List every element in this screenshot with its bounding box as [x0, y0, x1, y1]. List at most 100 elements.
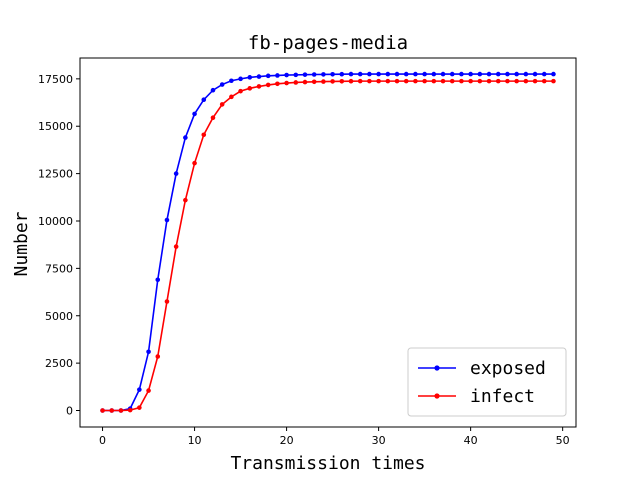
data-point-exposed [265, 73, 271, 79]
data-point-exposed [449, 71, 455, 77]
y-tick-label: 5000 [45, 310, 73, 323]
data-point-exposed [137, 387, 142, 392]
data-point-infect [127, 407, 133, 413]
data-point-exposed [468, 71, 473, 77]
x-axis-label: Transmission times [230, 453, 425, 474]
data-point-infect [413, 78, 418, 84]
data-point-exposed [219, 82, 225, 87]
data-point-infect [348, 78, 354, 84]
data-point-infect [514, 78, 519, 84]
data-point-exposed [293, 72, 299, 78]
legend-label-exposed: exposed [470, 358, 546, 379]
data-point-infect [229, 94, 234, 100]
x-tick-label: 0 [99, 434, 106, 447]
data-point-exposed [330, 72, 335, 77]
chart-title: fb-pages-media [248, 32, 408, 54]
legend-marker-infect [434, 393, 440, 399]
data-point-infect [256, 84, 262, 89]
x-tick-label: 40 [464, 434, 478, 447]
data-point-exposed [311, 72, 317, 77]
data-point-infect [459, 78, 464, 84]
data-point-infect [210, 115, 216, 120]
y-tick-label: 15000 [38, 120, 73, 133]
data-point-infect [265, 82, 271, 88]
data-point-infect [495, 78, 501, 84]
data-point-infect [311, 79, 317, 85]
data-point-infect [284, 80, 289, 86]
data-point-infect [173, 244, 179, 249]
data-point-infect [321, 79, 326, 84]
data-point-exposed [403, 71, 409, 77]
data-point-infect [422, 78, 427, 84]
data-point-exposed [201, 97, 207, 102]
data-point-exposed [367, 71, 372, 77]
data-point-exposed [376, 71, 381, 77]
data-point-exposed [256, 74, 262, 79]
data-point-exposed [183, 135, 188, 140]
x-tick-label: 50 [556, 434, 570, 447]
data-point-exposed [275, 73, 280, 78]
legend-label-infect: infect [470, 386, 535, 407]
data-point-exposed [532, 71, 538, 77]
data-point-exposed [431, 71, 437, 77]
data-point-infect [293, 80, 299, 85]
plot-area [79, 57, 577, 428]
data-point-exposed [173, 171, 179, 176]
data-point-exposed [164, 217, 170, 223]
data-point-infect [238, 88, 243, 94]
data-point-infect [357, 78, 363, 84]
data-point-infect [137, 405, 142, 410]
data-point-exposed [357, 71, 363, 77]
data-point-infect [431, 78, 437, 84]
data-point-infect [367, 78, 372, 84]
data-point-exposed [385, 71, 391, 77]
data-point-exposed [284, 72, 289, 78]
data-point-exposed [192, 111, 197, 117]
data-point-infect [201, 132, 207, 138]
x-tick-label: 30 [372, 434, 386, 447]
legend: exposed infect [407, 347, 567, 417]
data-point-exposed [505, 71, 510, 77]
data-point-exposed [551, 71, 556, 77]
data-point-exposed [459, 71, 464, 77]
data-point-infect [477, 78, 483, 84]
x-tick-label: 20 [280, 434, 294, 447]
data-point-infect [247, 86, 253, 91]
data-point-infect [394, 78, 400, 84]
data-point-infect [505, 78, 510, 84]
data-point-infect [146, 388, 151, 393]
y-tick-label: 12500 [38, 168, 73, 181]
data-point-infect [192, 160, 197, 166]
data-point-exposed [210, 87, 216, 93]
y-tick-label: 7500 [45, 262, 73, 275]
data-point-exposed [229, 78, 234, 84]
data-point-infect [440, 78, 446, 84]
data-point-infect [100, 408, 105, 413]
data-point-infect [376, 78, 381, 84]
data-point-infect [449, 78, 455, 84]
data-point-exposed [238, 76, 243, 82]
data-point-exposed [486, 71, 492, 77]
data-point-exposed [394, 71, 400, 77]
data-point-exposed [146, 349, 151, 355]
data-point-infect [109, 408, 115, 413]
axes-frame [79, 57, 577, 428]
data-point-infect [302, 79, 308, 85]
data-point-infect [541, 78, 547, 84]
data-point-infect [155, 354, 161, 359]
data-point-infect [183, 197, 188, 203]
y-tick-label: 17500 [38, 73, 73, 86]
data-point-infect [219, 102, 225, 107]
data-point-exposed [155, 277, 161, 283]
data-point-exposed [413, 71, 418, 77]
data-point-infect [523, 78, 529, 84]
data-point-infect [551, 78, 556, 84]
data-point-infect [164, 299, 170, 304]
data-point-exposed [495, 71, 501, 77]
data-point-exposed [541, 71, 547, 77]
data-point-exposed [440, 71, 446, 77]
y-tick-label: 2500 [45, 357, 73, 370]
data-point-exposed [302, 72, 308, 77]
y-tick-label: 10000 [38, 215, 73, 228]
y-axis-label: Number [11, 211, 32, 276]
